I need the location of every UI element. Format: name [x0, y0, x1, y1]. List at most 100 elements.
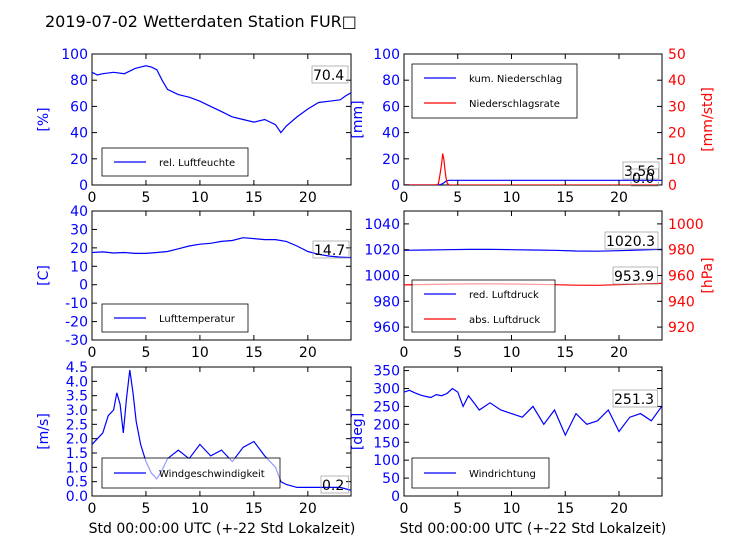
x-tick-label: 10 — [191, 501, 209, 517]
y-tick-label: 40 — [70, 126, 88, 142]
y-tick-label: 200 — [373, 417, 400, 433]
x-tick-label: 0 — [400, 501, 409, 517]
y-tick-label: 20 — [382, 152, 400, 168]
y-tick-label: 0.5 — [66, 475, 88, 491]
y2-tick-label: 10 — [668, 152, 686, 168]
x-tick-label: 15 — [245, 190, 263, 206]
y-tick-label: 20 — [70, 152, 88, 168]
x-tick-label: 10 — [503, 190, 521, 206]
y-tick-label: 100 — [61, 47, 88, 63]
y2-axis-label: [mm/std] — [700, 87, 716, 152]
series-line-5-1 — [92, 369, 351, 491]
x-tick-label: 20 — [299, 345, 317, 361]
y-tick-label: 250 — [373, 399, 400, 415]
y-tick-label: 40 — [382, 126, 400, 142]
y-tick-label: 100 — [373, 47, 400, 63]
y2-tick-label: 50 — [668, 47, 686, 63]
y-tick-label: 350 — [373, 364, 400, 380]
y-tick-label: 0 — [391, 489, 400, 505]
panel-1: 0 5 10 15 20 0 20 40 60 80 100 [%] rel. Luftfeuchte 7… — [36, 47, 352, 206]
y-tick-label: 1040 — [364, 217, 400, 233]
last-value-annotation: 0.0 — [632, 171, 654, 187]
y2-tick-label: 920 — [668, 320, 695, 336]
x-tick-label: 15 — [556, 190, 574, 206]
y-tick-label: 80 — [382, 73, 400, 89]
y-tick-label: 1020 — [364, 243, 400, 259]
y-axis-label: [mm] — [350, 100, 366, 138]
annotation-box — [622, 161, 660, 180]
y-tick-label: 2.5 — [66, 417, 88, 433]
y-tick-label: 980 — [373, 294, 400, 310]
y-tick-label: 50 — [382, 471, 400, 487]
y-axis-label: [deg] — [350, 413, 366, 450]
x-tick-label: 5 — [141, 190, 150, 206]
y2-tick-label: 960 — [668, 269, 695, 285]
panel-6: 0 5 10 15 20050100150200250300350[deg]Windri… — [350, 364, 663, 517]
series-group — [92, 237, 351, 259]
x-tick-label: 5 — [453, 190, 462, 206]
x-tick-label: 15 — [556, 501, 574, 517]
x-tick-label: 20 — [610, 345, 628, 361]
y2-tick-label: 940 — [668, 294, 695, 310]
y-tick-label: -20 — [65, 315, 88, 331]
x-axis-label-right: Std 00:00:00 UTC (+-22 Std Lokalzeit) — [400, 521, 667, 537]
y2-tick-label: 980 — [668, 243, 695, 259]
y-tick-label: 150 — [373, 435, 400, 451]
y-tick-label: 4.0 — [66, 374, 88, 390]
y2-tick-label: 0 — [668, 178, 677, 194]
x-tick-label: 15 — [245, 345, 263, 361]
x-tick-label: 10 — [191, 345, 209, 361]
legend-label: rel. Luftfeuchte — [159, 158, 235, 169]
y-tick-label: 20 — [70, 241, 88, 257]
series-line-2-1 — [404, 179, 662, 185]
panel-3: 0 5 10 15 20 -30 -20 -10 0 10 20 30 40 [C] Lufttempera… — [36, 204, 352, 361]
x-tick-label: 0 — [88, 345, 97, 361]
y-tick-label: 0 — [391, 178, 400, 194]
x-axis-label-left: Std 00:00:00 UTC (+-22 Std Lokalzeit) — [89, 521, 356, 537]
y-tick-label: 0 — [79, 178, 88, 194]
annotation-box — [612, 266, 658, 285]
legend-label: Windrichtung — [469, 469, 536, 480]
last-value-annotation: 14.7 — [314, 243, 345, 259]
series-line-6-1 — [404, 387, 662, 437]
y-tick-label: 0.0 — [66, 489, 88, 505]
y-tick-label: 0 — [79, 278, 88, 294]
x-tick-label: 0 — [400, 345, 409, 361]
y-tick-label: 100 — [373, 453, 400, 469]
x-tick-label: 5 — [141, 345, 150, 361]
legend-label: red. Luftdruck — [469, 290, 539, 301]
annotation-box — [312, 240, 350, 259]
x-tick-label: 10 — [503, 501, 521, 517]
legend-label: abs. Luftdruck — [469, 315, 540, 326]
x-tick-label: 10 — [191, 190, 209, 206]
x-tick-label: 15 — [245, 501, 263, 517]
y-tick-label: -10 — [65, 296, 88, 312]
y-tick-label: 10 — [70, 259, 88, 275]
y-tick-label: -30 — [65, 333, 88, 349]
annotation-box — [320, 475, 349, 494]
annotation-box — [311, 65, 349, 84]
y-tick-label: 300 — [373, 382, 400, 398]
legend-label: Windgeschwindigkeit — [159, 469, 265, 480]
y-tick-label: 1.0 — [66, 460, 88, 476]
y-tick-label: 1.5 — [66, 446, 88, 462]
y-tick-label: 40 — [70, 204, 88, 220]
x-tick-label: 0 — [400, 190, 409, 206]
y-tick-label: 60 — [382, 99, 400, 115]
last-value-annotation: 251.3 — [614, 392, 654, 408]
series-group — [404, 153, 662, 185]
legend-box — [411, 279, 556, 333]
x-tick-label: 5 — [141, 501, 150, 517]
annotation-box — [630, 168, 659, 187]
last-value-annotation: 1020.3 — [606, 234, 655, 250]
y-axis-label: [C] — [36, 265, 52, 286]
x-tick-label: 5 — [453, 501, 462, 517]
y-tick-label: 60 — [70, 99, 88, 115]
legend-label: Niederschlagsrate — [469, 99, 560, 110]
y2-axis-label: [hPa] — [700, 257, 716, 293]
legend-box — [411, 63, 578, 119]
x-tick-label: 20 — [299, 190, 317, 206]
y2-tick-label: 30 — [668, 99, 686, 115]
last-value-annotation: 0.2 — [322, 478, 344, 494]
